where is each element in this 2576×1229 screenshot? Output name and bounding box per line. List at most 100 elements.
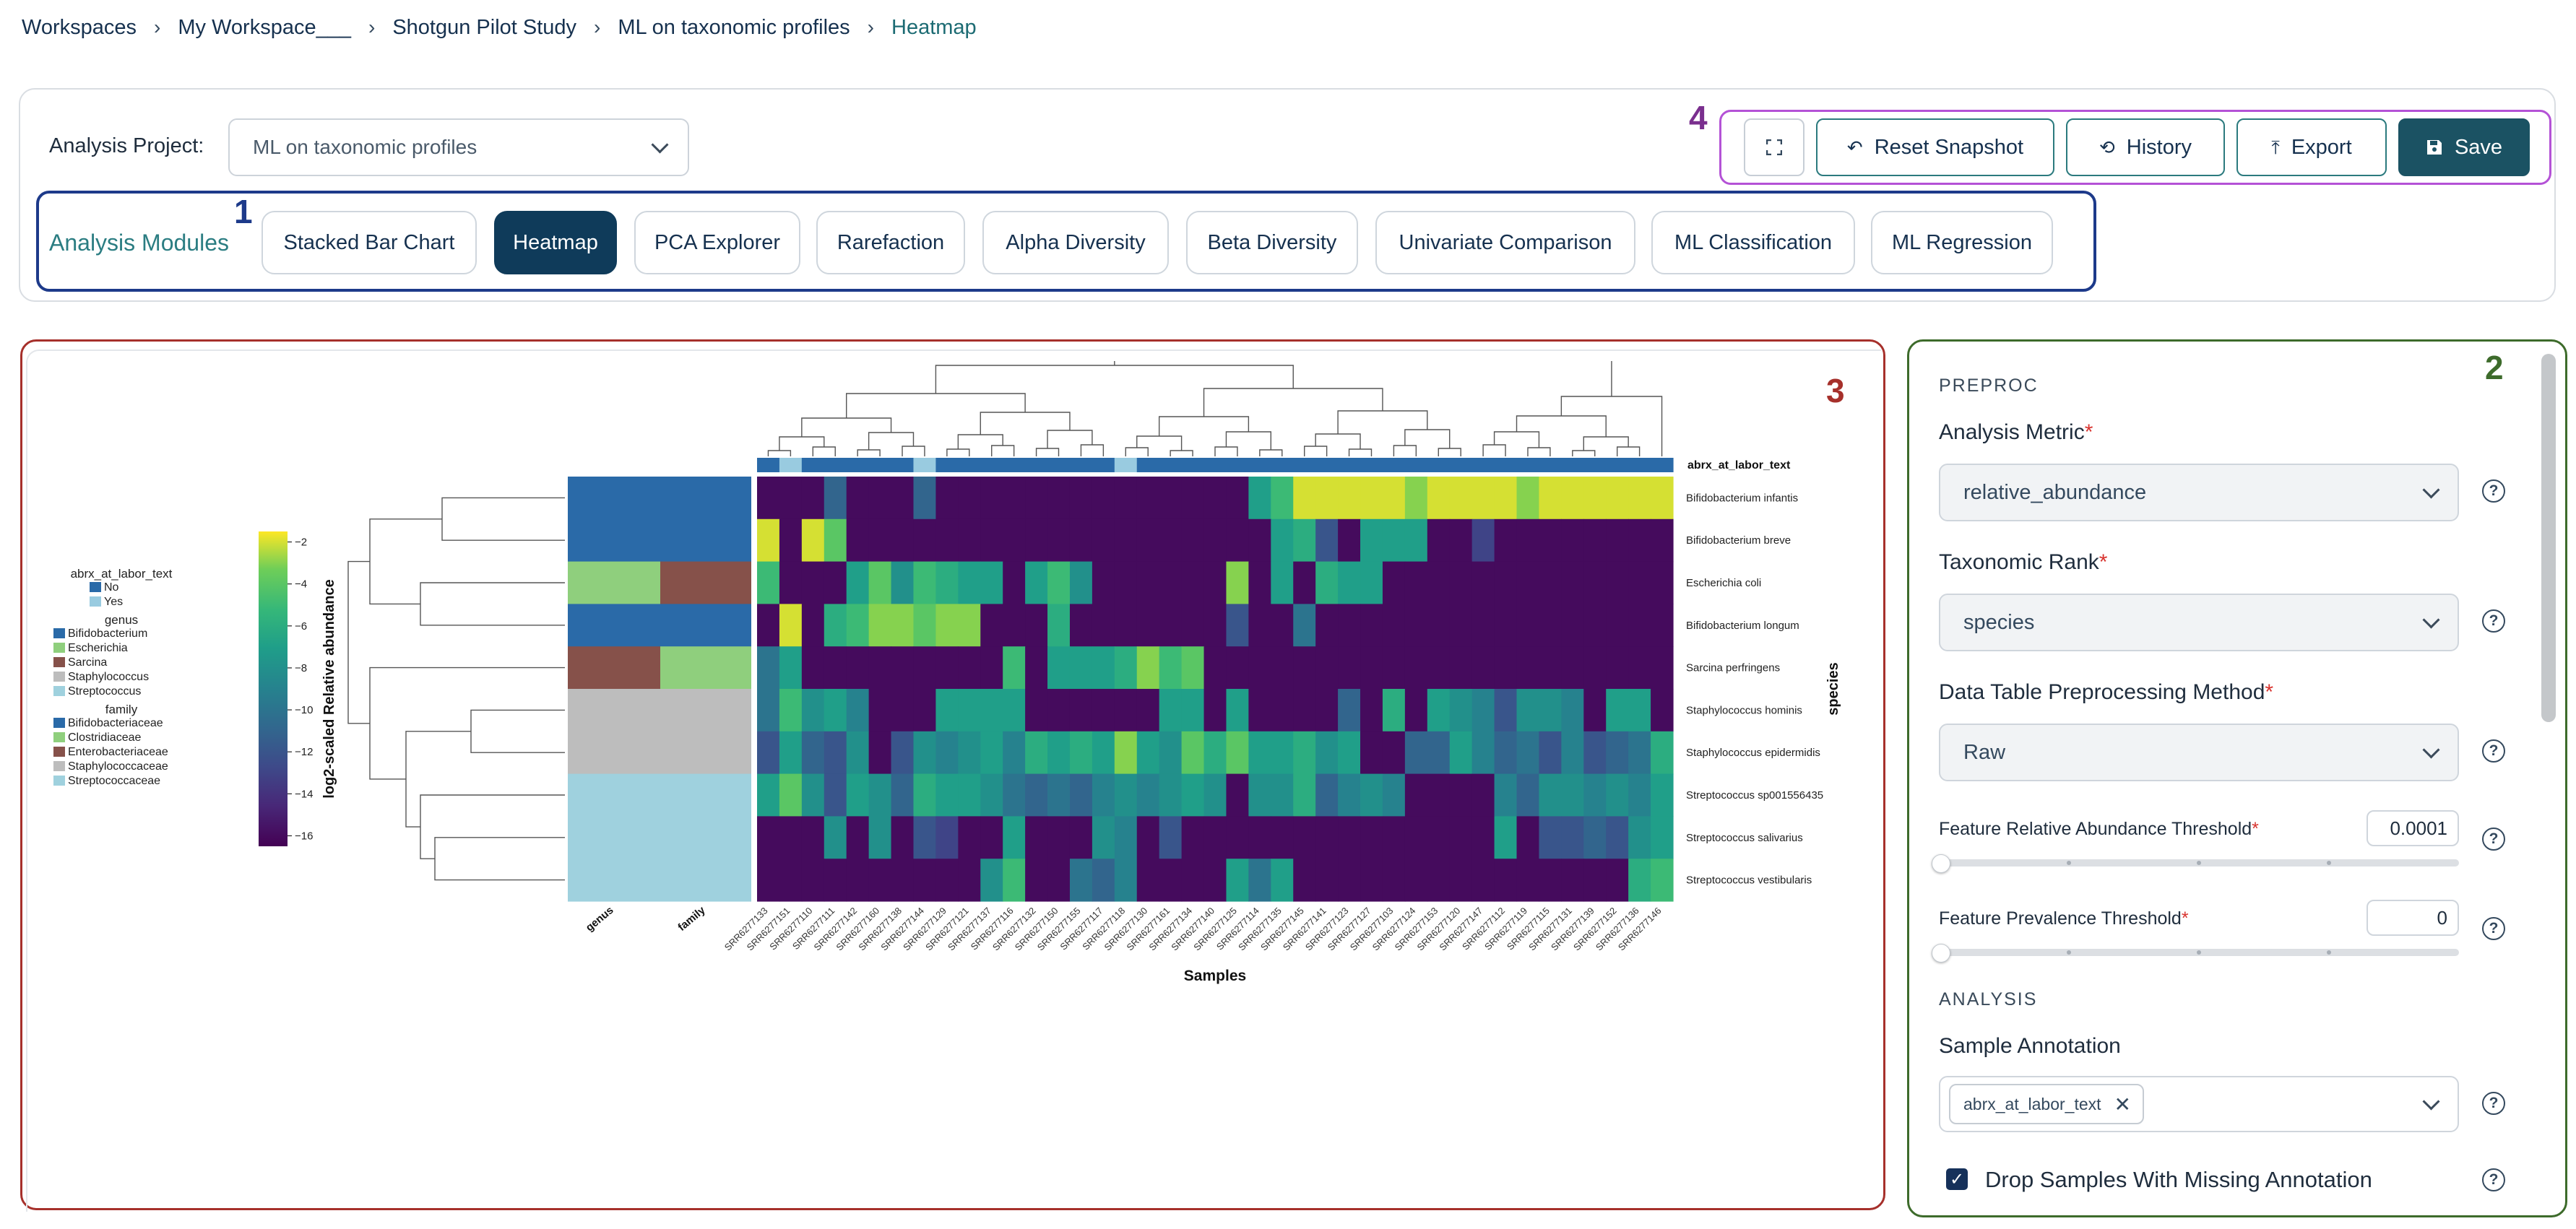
help-icon[interactable]: ? <box>2482 917 2505 940</box>
heatmap-cell <box>824 689 847 732</box>
heatmap-cell <box>779 561 803 604</box>
taxonomic-rank-select[interactable]: species <box>1939 594 2459 651</box>
module-rarefaction[interactable]: Rarefaction <box>816 211 965 274</box>
heatmap-cell <box>1427 689 1451 732</box>
heatmap-cell <box>1404 646 1428 690</box>
module-ml-regression[interactable]: ML Regression <box>1871 211 2053 274</box>
heatmap-cell <box>1360 816 1383 859</box>
breadcrumb-study[interactable]: Shotgun Pilot Study <box>392 15 577 39</box>
heatmap-cell <box>1404 816 1428 859</box>
heatmap-cell <box>891 646 915 690</box>
heatmap-cell <box>958 646 981 690</box>
module-heatmap[interactable]: Heatmap <box>494 211 617 274</box>
heatmap-cell <box>1092 477 1115 520</box>
module-pca-explorer[interactable]: PCA Explorer <box>634 211 800 274</box>
y-axis-label: species <box>1825 662 1841 715</box>
rel-abundance-threshold-input[interactable]: 0.0001 <box>2367 810 2459 846</box>
column-annotation-cell <box>779 458 803 472</box>
breadcrumb-my-workspace[interactable]: My Workspace___ <box>178 15 351 39</box>
drop-samples-checkbox[interactable]: ✓ <box>1946 1168 1968 1190</box>
row-genus-cell <box>568 859 660 902</box>
column-annotation-cell <box>1003 458 1026 472</box>
reset-snapshot-button[interactable]: ↶ Reset Snapshot <box>1816 118 2054 176</box>
dendrogram-link <box>1527 447 1551 456</box>
rel-abundance-slider-track[interactable] <box>1939 859 2459 867</box>
module-univariate-comparison[interactable]: Univariate Comparison <box>1375 211 1635 274</box>
export-button[interactable]: ⤒ Export <box>2236 118 2387 176</box>
heatmap-cell <box>1181 689 1205 732</box>
row-genus-cell <box>568 604 660 647</box>
heatmap-cell <box>1271 816 1294 859</box>
heatmap-cell <box>1449 859 1473 902</box>
heatmap-cell <box>1628 859 1651 902</box>
heatmap-cell <box>1248 816 1271 859</box>
heatmap-cell <box>846 518 870 563</box>
help-icon[interactable]: ? <box>2482 1092 2505 1115</box>
reset-snapshot-label: Reset Snapshot <box>1874 135 2024 159</box>
heatmap-cell <box>1047 731 1071 775</box>
column-annotation-cell <box>1606 458 1629 472</box>
legend-swatch <box>53 732 65 742</box>
module-ml-classification[interactable]: ML Classification <box>1651 211 1855 274</box>
module-alpha-diversity[interactable]: Alpha Diversity <box>982 211 1169 274</box>
chevron-right-icon: › <box>154 16 161 38</box>
save-button[interactable]: Save <box>2398 118 2530 176</box>
sample-annotation-select[interactable]: abrx_at_labor_text ✕ <box>1939 1076 2459 1132</box>
module-stacked-bar-chart[interactable]: Stacked Bar Chart <box>262 211 477 274</box>
heatmap-cell <box>779 773 803 817</box>
breadcrumb-workspaces[interactable]: Workspaces <box>22 15 137 39</box>
project-select[interactable]: ML on taxonomic profiles <box>228 118 689 176</box>
prevalence-slider-handle[interactable] <box>1932 944 1950 963</box>
heatmap-cell <box>1226 646 1249 690</box>
help-icon[interactable]: ? <box>2482 479 2505 503</box>
project-label: Analysis Project: <box>49 134 204 157</box>
heatmap-cell <box>1449 561 1473 604</box>
legend-swatch <box>53 686 65 696</box>
heatmap-cell <box>1583 518 1607 563</box>
heatmap-cell <box>824 773 847 817</box>
prevalence-threshold-input[interactable]: 0 <box>2367 900 2459 936</box>
rel-abundance-slider-handle[interactable] <box>1932 854 1950 873</box>
heatmap-cell <box>1338 859 1361 902</box>
heatmap-cell <box>958 477 981 520</box>
settings-scrollbar[interactable] <box>2541 354 2556 722</box>
row-label: Sarcina perfringens <box>1686 662 1780 674</box>
heatmap-cell <box>1159 731 1183 775</box>
heatmap-cell <box>846 689 870 732</box>
help-icon[interactable]: ? <box>2482 609 2505 633</box>
history-button[interactable]: ⟲ History <box>2066 118 2225 176</box>
heatmap-cell <box>779 816 803 859</box>
module-beta-diversity[interactable]: Beta Diversity <box>1186 211 1358 274</box>
help-icon[interactable]: ? <box>2482 1168 2505 1191</box>
heatmap-cell <box>1449 731 1473 775</box>
heatmap-cell <box>1114 518 1138 563</box>
heatmap-cell <box>1293 773 1316 817</box>
preprocessing-method-select[interactable]: Raw <box>1939 724 2459 781</box>
history-label: History <box>2126 135 2192 159</box>
heatmap-cell <box>1628 604 1651 647</box>
heatmap-cell <box>1583 689 1607 732</box>
heatmap-cell <box>1449 816 1473 859</box>
breadcrumb-current: Heatmap <box>891 15 977 39</box>
heatmap-cell <box>1494 646 1518 690</box>
heatmap-cell <box>779 518 803 563</box>
breadcrumb-project[interactable]: ML on taxonomic profiles <box>618 15 850 39</box>
heatmap-cell <box>1606 604 1629 647</box>
heatmap-cell <box>1203 816 1227 859</box>
column-annotation-cell <box>1069 458 1093 472</box>
heatmap-cell <box>1628 689 1651 732</box>
help-icon[interactable]: ? <box>2482 739 2505 763</box>
close-icon[interactable]: ✕ <box>2114 1093 2131 1116</box>
heatmap-cell <box>824 859 847 902</box>
prevalence-slider-track[interactable] <box>1939 949 2459 956</box>
heatmap-cell <box>1271 518 1294 563</box>
heatmap-cell <box>1651 518 1674 563</box>
colorbar-tick-label: −6 <box>295 620 307 633</box>
heatmap-cell <box>846 816 870 859</box>
fullscreen-button[interactable] <box>1744 118 1805 176</box>
heatmap-cell <box>1606 518 1629 563</box>
heatmap-cell <box>1203 731 1227 775</box>
analysis-metric-select[interactable]: relative_abundance <box>1939 464 2459 521</box>
help-icon[interactable]: ? <box>2482 828 2505 851</box>
